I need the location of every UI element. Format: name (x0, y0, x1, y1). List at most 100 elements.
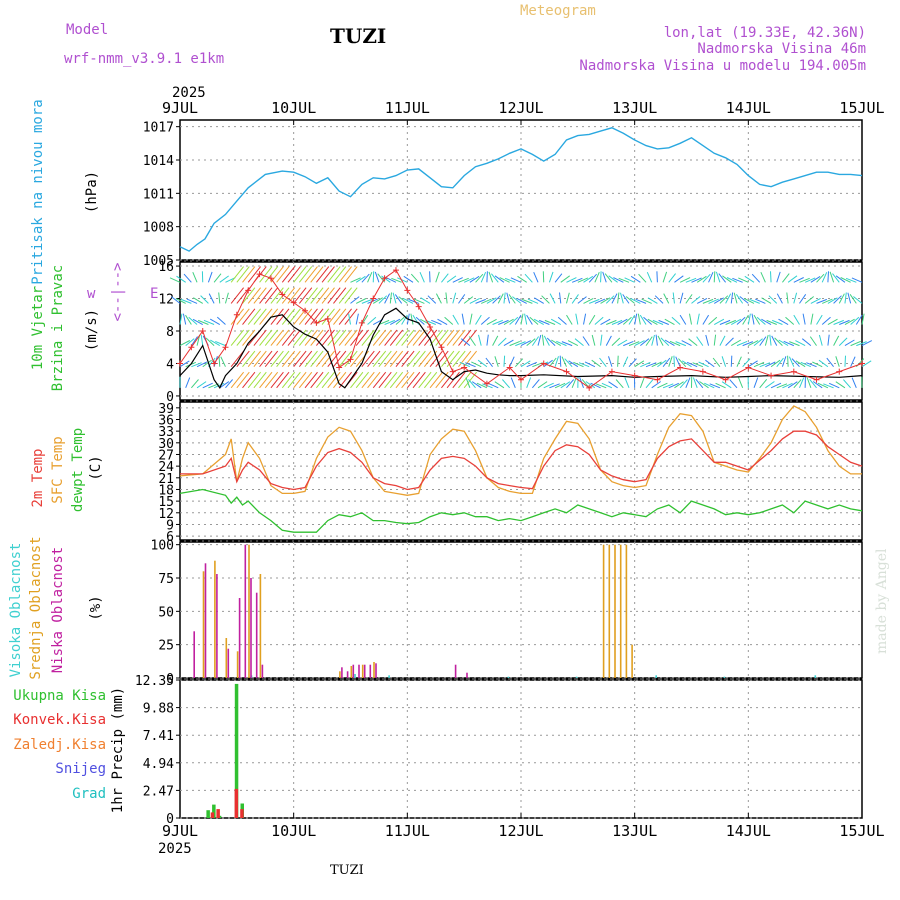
wind-barb (458, 277, 469, 283)
wind-barb (600, 318, 611, 325)
wind-barb (679, 314, 687, 325)
wind-barb (179, 360, 190, 368)
wind-barb (465, 377, 471, 388)
wind-barb (643, 316, 653, 325)
cloud-bar (388, 675, 390, 678)
dewpoint-line (179, 488, 863, 533)
wind-barb (281, 350, 296, 368)
wind-barb (381, 275, 391, 283)
wind-barb (835, 275, 846, 283)
cloud-bar (375, 663, 377, 678)
wind-barb (721, 381, 732, 389)
wind-barb (840, 277, 851, 283)
wind-ytick-ticklabel: 12 (158, 293, 174, 308)
wind-barb (668, 356, 673, 367)
wind-barb (435, 293, 442, 304)
wind-barb (185, 338, 195, 346)
wind-barb (213, 273, 222, 283)
wind-barb (821, 272, 828, 283)
wind-barb (669, 340, 681, 347)
wind-barb (372, 329, 387, 346)
wind-barb (225, 379, 233, 389)
wind-barb (662, 383, 674, 389)
wind-barb (378, 319, 390, 325)
wind-barb (321, 329, 335, 346)
wind-barb (514, 358, 524, 368)
wind-barb (270, 350, 284, 368)
wind-barb (497, 293, 504, 304)
pressure-unit: (hPa) (84, 171, 100, 213)
wind-barb (534, 297, 544, 304)
wind-barb (668, 382, 680, 389)
wind-barb (574, 338, 584, 346)
wind-gust-marker (302, 307, 309, 314)
wind-barb (772, 319, 783, 325)
wind-barb (736, 356, 742, 367)
wind-barb (543, 382, 554, 389)
wind-barb (510, 377, 516, 389)
wind-barb (378, 329, 392, 346)
wind-barb (640, 338, 650, 347)
wind-barb (736, 316, 746, 325)
wind-barb (838, 337, 848, 346)
wind-barb (685, 294, 693, 304)
wind-barb (835, 356, 840, 367)
wind-barb (431, 319, 442, 325)
wind-gust-marker (279, 291, 286, 298)
wind-barb (207, 271, 213, 283)
wind-barb (435, 271, 440, 283)
wind-barb (556, 340, 567, 347)
wind-barb (492, 335, 499, 346)
wind-barb (367, 316, 377, 325)
wind-barb (719, 319, 731, 325)
wind-barb (566, 314, 573, 325)
wind-barb (564, 358, 573, 368)
wind-barb (310, 266, 324, 283)
x-tick-top: 14JUL (726, 99, 771, 117)
wind-barb (458, 350, 472, 368)
wind-gust-marker (483, 380, 490, 387)
wind-barb (843, 379, 852, 389)
wind-barb (259, 308, 273, 325)
wind-gust-marker (370, 295, 377, 302)
wind-barb (394, 294, 403, 304)
wind-barb (828, 382, 840, 389)
wind-barb (804, 296, 815, 304)
wind-barb (742, 341, 754, 347)
wind-barb (771, 335, 778, 346)
wind-barb (520, 340, 532, 347)
wind-barb (293, 350, 307, 368)
wind-barb (469, 275, 480, 283)
wind-barb (253, 350, 267, 368)
cloud-bar (602, 544, 605, 678)
wind-barb (230, 371, 244, 389)
wind-barb (259, 350, 273, 368)
wind-barb (213, 382, 225, 389)
wind-barb (571, 294, 579, 304)
wind-barb (853, 296, 863, 304)
wind-barb (508, 294, 516, 304)
wind-gust-marker (438, 344, 445, 351)
precip-bar (210, 812, 215, 818)
wind-barb (624, 277, 635, 283)
wind-barb (748, 360, 758, 368)
wind-barb (236, 329, 250, 346)
wind-barb (193, 297, 203, 304)
wind-barb (480, 272, 487, 283)
wind-barb (527, 298, 539, 304)
wind-barb (783, 340, 794, 347)
compass-e: Е (150, 286, 158, 302)
wind-barb (180, 298, 192, 304)
temp-ylabel-2m: 2m Temp (30, 448, 46, 507)
wind-barb (287, 266, 301, 283)
wind-gust-marker (461, 364, 468, 371)
wind-barb (406, 329, 421, 346)
wind-gust-marker (245, 287, 252, 294)
wind-barb (188, 316, 198, 325)
wind-barb (817, 382, 829, 389)
wind-barb (566, 379, 575, 389)
wind-barb (395, 350, 409, 368)
cloud-ytick-ticklabel: 75 (158, 572, 174, 587)
wind-barb (639, 314, 647, 325)
wind-barb (608, 275, 618, 283)
